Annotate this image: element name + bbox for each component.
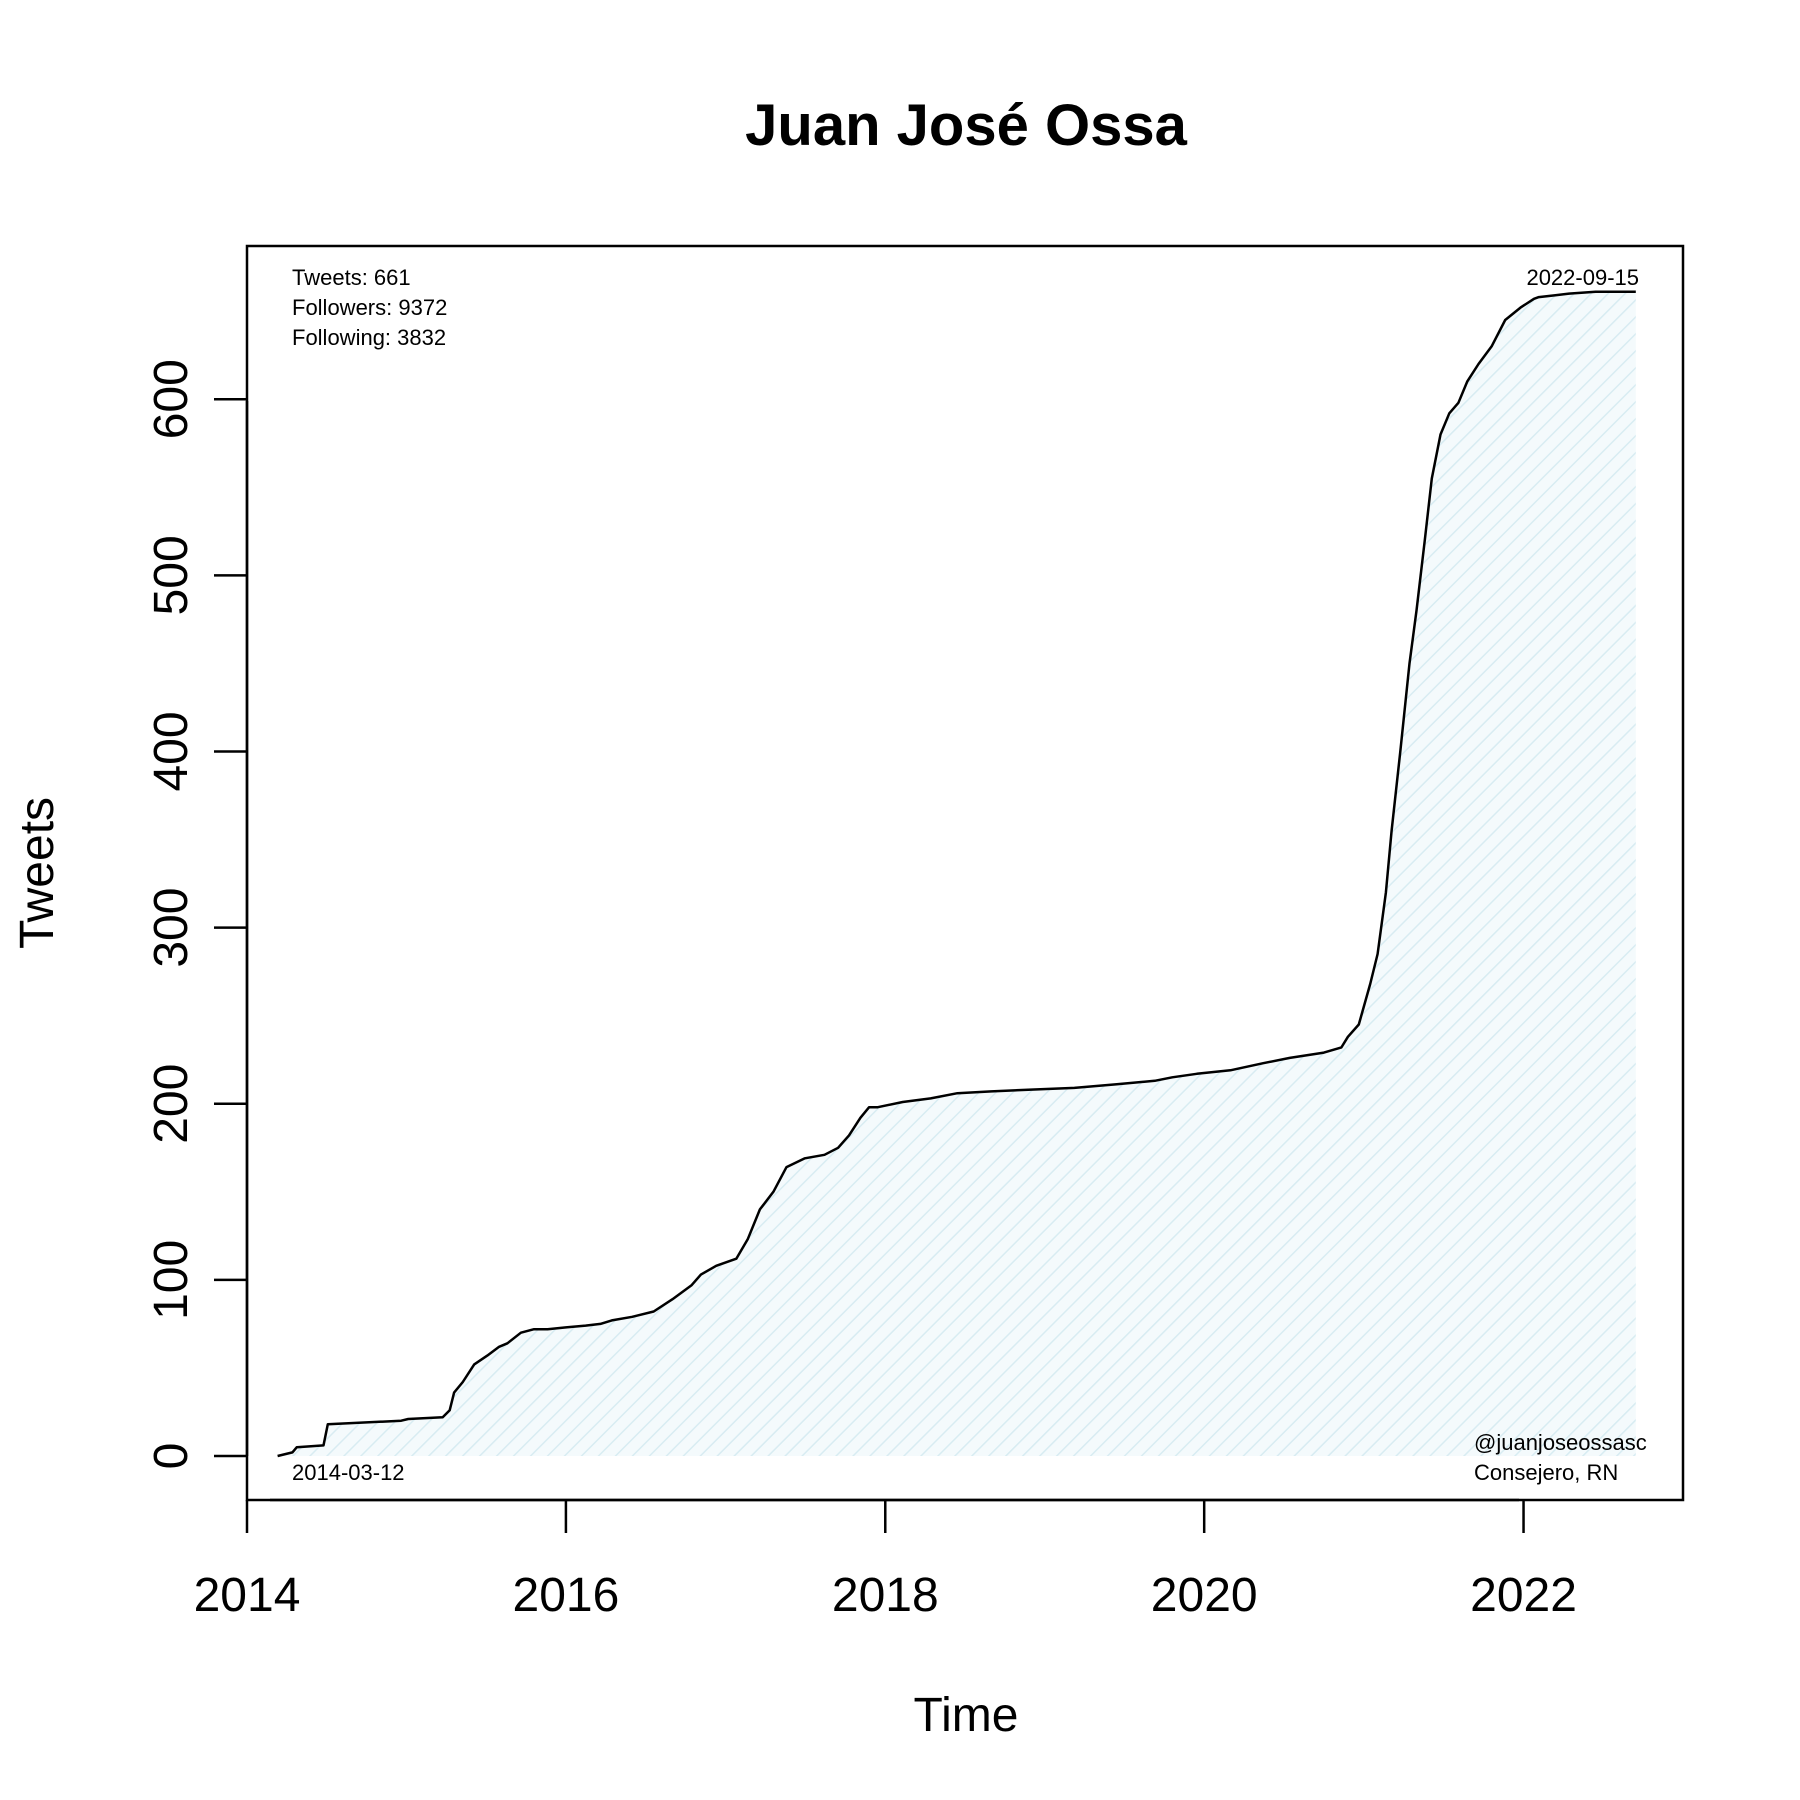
- y-axis: 0 100 200 300 400 500 600: [145, 359, 249, 1470]
- x-tick-label-3: 2020: [1151, 1569, 1258, 1622]
- x-axis: 2014 2016 2018 2020 2022: [194, 1498, 1577, 1622]
- y-tick-label-0: 0: [145, 1443, 198, 1470]
- x-tick-label-4: 2022: [1470, 1569, 1577, 1622]
- y-tick-label-4: 400: [145, 711, 198, 791]
- end-date-label: 2022-09-15: [1526, 265, 1639, 290]
- x-axis-label: Time: [914, 1689, 1019, 1742]
- stat-following: Following: 3832: [292, 325, 446, 350]
- x-tick-label-2: 2018: [832, 1569, 939, 1622]
- area-fill: [277, 291, 1636, 1456]
- handle-label: @juanjoseossasc: [1474, 1430, 1647, 1455]
- role-label: Consejero, RN: [1474, 1460, 1618, 1485]
- x-tick-label-0: 2014: [194, 1569, 301, 1622]
- y-tick-label-3: 300: [145, 888, 198, 968]
- stat-followers: Followers: 9372: [292, 295, 447, 320]
- stat-tweets: Tweets: 661: [292, 265, 411, 290]
- y-tick-label-6: 600: [145, 359, 198, 439]
- y-tick-label-5: 500: [145, 535, 198, 615]
- y-tick-label-1: 100: [145, 1240, 198, 1320]
- x-tick-label-1: 2016: [513, 1569, 620, 1622]
- y-axis-label: Tweets: [11, 797, 64, 949]
- y-tick-label-2: 200: [145, 1064, 198, 1144]
- chart-title: Juan José Ossa: [745, 93, 1187, 158]
- series-line: [277, 290, 1636, 1458]
- start-date-label: 2014-03-12: [292, 1460, 405, 1485]
